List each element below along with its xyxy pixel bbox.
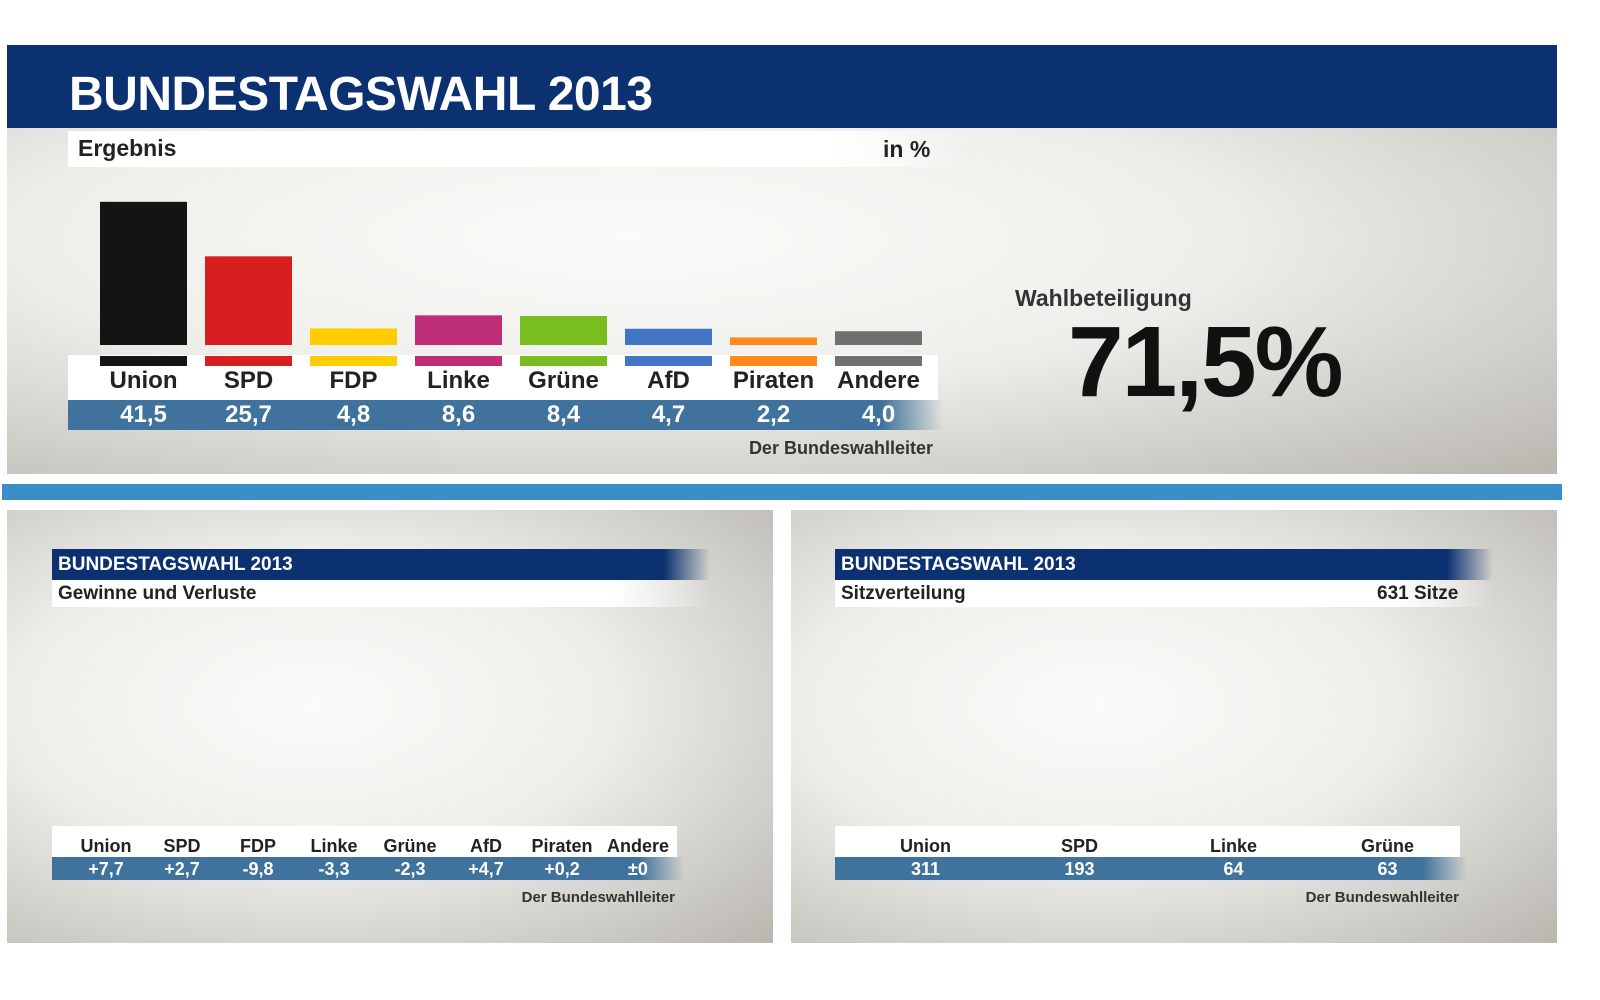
seats-header: BUNDESTAGSWAHL 2013	[835, 549, 1493, 580]
category-label: AfD	[647, 367, 690, 394]
main-title: BUNDESTAGSWAHL 2013	[69, 68, 653, 121]
bar-grüne	[520, 316, 607, 345]
category-label: Linke	[310, 836, 358, 856]
value-label: 2,2	[756, 401, 791, 428]
category-label: Linke	[427, 367, 490, 394]
change-title: Gewinne und Verluste	[58, 583, 257, 604]
category-label: Linke	[1209, 836, 1257, 856]
main-header: BUNDESTAGSWAHL 2013	[7, 45, 1557, 128]
category-label: Andere	[606, 836, 669, 856]
bar-piraten	[730, 337, 817, 345]
bar-spd	[205, 256, 292, 345]
results-unit: in %	[883, 136, 931, 162]
legend-swatch-fdp	[310, 356, 397, 366]
seats-title: Sitzverteilung	[841, 583, 966, 604]
value-label: 63	[1377, 859, 1398, 879]
bar-union	[100, 201, 187, 345]
divider-stripe	[2, 484, 1562, 500]
legend-swatch-piraten	[730, 356, 817, 366]
value-label: 25,7	[225, 401, 272, 428]
category-label: Grüne	[528, 367, 599, 394]
value-label: -2,3	[394, 859, 426, 879]
results-source: Der Bundeswahlleiter	[748, 438, 933, 458]
category-label: Grüne	[383, 836, 437, 856]
change-subheader: Gewinne und Verluste	[52, 580, 710, 607]
value-label: 311	[910, 859, 941, 879]
category-label: Union	[109, 367, 178, 394]
change-value-row	[52, 857, 684, 880]
value-label: 4,0	[861, 401, 896, 428]
value-label: -9,8	[242, 859, 274, 879]
results-title: Ergebnis	[78, 135, 177, 161]
bar-linke	[415, 315, 502, 345]
value-label: 4,7	[651, 401, 686, 428]
category-label: SPD	[163, 836, 201, 856]
category-label: AfD	[470, 836, 502, 856]
value-label: 8,4	[546, 401, 581, 428]
category-label: Grüne	[1360, 836, 1414, 856]
bar-andere	[835, 331, 922, 345]
turnout-label: Wahlbeteiligung	[1015, 285, 1192, 311]
value-label: 4,8	[336, 401, 371, 428]
bar-fdp	[310, 328, 397, 345]
seats-subheader: Sitzverteilung 631 Sitze	[835, 580, 1493, 607]
category-label: SPD	[223, 367, 274, 394]
value-label: 41,5	[120, 401, 167, 428]
category-label: FDP	[240, 836, 276, 856]
value-label: -3,3	[318, 859, 350, 879]
category-label: Union	[80, 836, 132, 856]
value-label: +0,2	[544, 859, 580, 879]
change-label-row	[52, 826, 677, 857]
seats-value-row	[835, 857, 1467, 880]
seats-label-row	[835, 826, 1460, 857]
category-label: SPD	[1060, 836, 1098, 856]
legend-swatch-andere	[835, 356, 922, 366]
legend-swatch-spd	[205, 356, 292, 366]
legend-swatch-afd	[625, 356, 712, 366]
category-label: Piraten	[531, 836, 593, 856]
change-header: BUNDESTAGSWAHL 2013	[52, 549, 710, 580]
category-label: Union	[900, 836, 951, 856]
results-subheader: Ergebnis in %	[68, 131, 968, 167]
value-label: +7,7	[88, 859, 124, 879]
value-label: 193	[1064, 859, 1095, 879]
value-label: +2,7	[164, 859, 200, 879]
category-label: FDP	[329, 367, 378, 394]
seats-total: 631 Sitze	[1377, 583, 1459, 604]
value-label: +4,7	[468, 859, 504, 879]
seats-source: Der Bundeswahlleiter	[1305, 889, 1459, 906]
category-label: Andere	[837, 367, 920, 394]
legend-swatch-grüne	[520, 356, 607, 366]
legend-swatch-linke	[415, 356, 502, 366]
value-label: 8,6	[441, 401, 476, 428]
bar-afd	[625, 328, 712, 345]
legend-swatch-union	[100, 356, 187, 366]
value-label: 64	[1223, 859, 1244, 879]
results-value-row	[68, 400, 943, 430]
turnout-value: 71,5%	[1068, 306, 1344, 418]
category-label: Piraten	[732, 367, 815, 394]
change-source: Der Bundeswahlleiter	[521, 889, 675, 906]
change-header-title: BUNDESTAGSWAHL 2013	[58, 554, 293, 575]
seats-header-title: BUNDESTAGSWAHL 2013	[841, 554, 1076, 575]
value-label: ±0	[628, 859, 648, 879]
